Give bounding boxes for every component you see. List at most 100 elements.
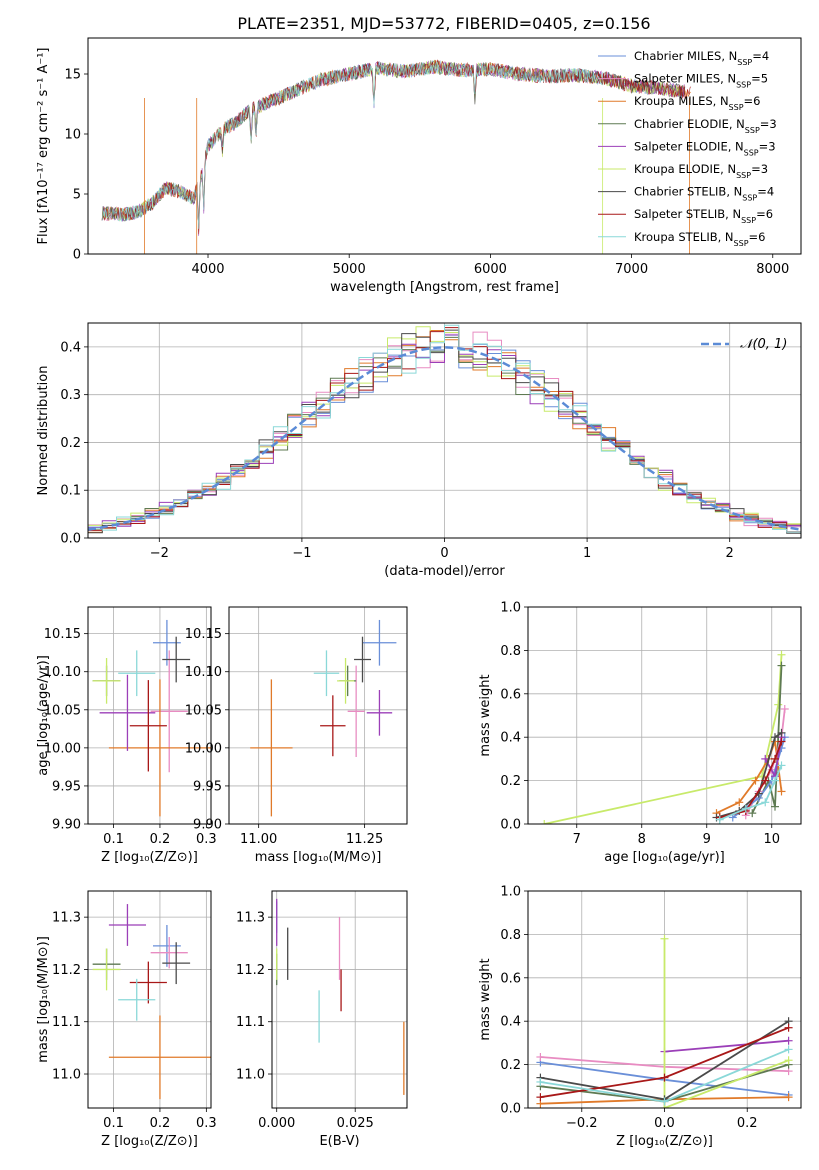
x-tick-label: 7000 bbox=[615, 262, 648, 277]
legend-label: Salpeter STELIB, NSSP=6 bbox=[634, 207, 773, 225]
y-tick-label: 11.1 bbox=[52, 1015, 81, 1030]
x-tick-label: −0.2 bbox=[566, 1116, 598, 1131]
y-axis-label: Flux [fλ10⁻¹⁷ erg cm⁻² s⁻¹ A⁻¹] bbox=[36, 48, 51, 245]
axes-frame bbox=[87, 322, 802, 539]
y-tick-label: 0.8 bbox=[500, 644, 521, 659]
spectrum-line bbox=[101, 60, 604, 229]
y-tick-label: 9.90 bbox=[52, 818, 81, 833]
y-tick-label: 10.10 bbox=[185, 665, 222, 680]
x-axis-label: mass [log₁₀(M/M⊙)] bbox=[255, 850, 382, 865]
y-tick-label: 0.2 bbox=[500, 1058, 521, 1073]
y-axis-label: mass [log₁₀(M/M⊙)] bbox=[36, 936, 51, 1063]
y-tick-label: 10.10 bbox=[44, 665, 81, 680]
y-tick-label: 9.95 bbox=[52, 779, 81, 794]
y-tick-label: 0.2 bbox=[500, 774, 521, 789]
x-axis-label: Z [log₁₀(Z/Z⊙)] bbox=[101, 850, 198, 865]
weight-line bbox=[716, 741, 783, 814]
plot-area bbox=[88, 607, 211, 824]
x-tick-label: 9 bbox=[703, 832, 711, 847]
x-tick-label: −1 bbox=[292, 546, 311, 561]
panel-spectrum: 4000 5000 6000 7000 8000 0 5 10 15 wavelength [An… bbox=[36, 37, 802, 295]
panel-mass-vs-EBV: 0.000 0.025 11.0 11.1 11.2 11.3 E(B-V) bbox=[236, 890, 408, 1149]
x-tick-label: 0.2 bbox=[150, 1116, 171, 1131]
panel-age-vs-mass: 11.00 11.25 9.90 9.95 10.00 10.05 10.10 10.15 ma… bbox=[185, 606, 408, 865]
y-tick-label: 0.4 bbox=[500, 1015, 521, 1030]
legend-label: Chabrier STELIB, NSSP=4 bbox=[634, 185, 774, 203]
x-tick-label: 0.1 bbox=[103, 1116, 124, 1131]
axes-frame bbox=[527, 890, 802, 1109]
y-tick-label: 0.6 bbox=[500, 687, 521, 702]
x-axis-label: wavelength [Angstrom, rest frame] bbox=[330, 280, 559, 295]
x-tick-label: 5000 bbox=[333, 262, 366, 277]
y-tick-label: 11.3 bbox=[236, 911, 265, 926]
weight-line bbox=[544, 654, 783, 824]
y-tick-label: 0.0 bbox=[60, 532, 81, 547]
legend-label: Kroupa ELODIE, NSSP=3 bbox=[634, 162, 768, 180]
x-tick-label: 10 bbox=[763, 832, 780, 847]
x-tick-label: 6000 bbox=[474, 262, 507, 277]
y-axis-label: Normed distribution bbox=[36, 366, 51, 496]
plot-area bbox=[229, 607, 407, 824]
plot-area bbox=[528, 891, 801, 1108]
x-tick-label: 4000 bbox=[191, 262, 224, 277]
x-tick-label: 0 bbox=[440, 546, 448, 561]
panel-mass-weight-vs-age: 7 8 9 10 0.0 0.2 0.4 0.6 0.8 1.0 age [log₁₀(age/yr… bbox=[478, 601, 802, 865]
y-tick-label: 10.15 bbox=[44, 627, 81, 642]
y-tick-label: 10.05 bbox=[185, 703, 222, 718]
axes-frame bbox=[271, 890, 408, 1109]
y-axis-label: age [log₁₀(age/yr)] bbox=[36, 655, 51, 776]
x-axis-label: age [log₁₀(age/yr)] bbox=[604, 850, 725, 865]
spectrum-line bbox=[101, 60, 686, 229]
x-tick-label: 8000 bbox=[756, 262, 789, 277]
spectrum-line bbox=[101, 60, 685, 236]
y-tick-label: 10.00 bbox=[185, 741, 222, 756]
x-axis-label: (data-model)/error bbox=[384, 564, 505, 579]
y-tick-label: 11.3 bbox=[52, 911, 81, 926]
panel-age-vs-Z: 0.1 0.2 0.3 9.90 9.95 10.00 10.05 10.10 10.15 Z [… bbox=[36, 606, 217, 865]
x-tick-label: 0.3 bbox=[196, 832, 217, 847]
spectrum-line bbox=[101, 60, 686, 227]
x-axis-label: Z [log₁₀(Z/Z⊙)] bbox=[616, 1134, 713, 1149]
y-tick-label: 0.2 bbox=[60, 436, 81, 451]
x-tick-label: 0.2 bbox=[150, 832, 171, 847]
panel-mass-vs-Z: 0.1 0.2 0.3 11.0 11.1 11.2 11.3 Z [log₁₀(Z/Z⊙)]… bbox=[36, 890, 217, 1149]
panel-mass-weight-vs-Z: −0.2 0.0 0.2 0.0 0.2 0.4 0.6 0.8 1.0 Z [log₁₀(Z/Z… bbox=[478, 885, 802, 1149]
y-tick-label: 0.0 bbox=[500, 818, 521, 833]
x-tick-label: −2 bbox=[150, 546, 169, 561]
plot-area bbox=[272, 891, 407, 1108]
axes-frame bbox=[87, 890, 212, 1109]
legend-label: Salpeter ELODIE, NSSP=3 bbox=[634, 139, 776, 157]
axes-frame bbox=[527, 606, 802, 825]
x-tick-label: 1 bbox=[583, 546, 591, 561]
x-tick-label: 0.2 bbox=[737, 1116, 758, 1131]
legend: Chabrier MILES, NSSP=4 Salpeter MILES, NS… bbox=[598, 49, 777, 247]
spectrum-line bbox=[101, 60, 686, 226]
plot-area bbox=[101, 59, 692, 254]
y-tick-label: 9.95 bbox=[193, 779, 222, 794]
plot-area bbox=[88, 323, 801, 538]
y-tick-label: 9.90 bbox=[193, 818, 222, 833]
y-tick-label: 0.4 bbox=[500, 731, 521, 746]
y-tick-label: 15 bbox=[64, 68, 81, 83]
axes-frame bbox=[228, 606, 408, 825]
legend-label: Salpeter MILES, NSSP=5 bbox=[634, 72, 768, 90]
y-axis-label: mass weight bbox=[478, 958, 493, 1040]
x-tick-label: 11.25 bbox=[346, 832, 383, 847]
normal-curve bbox=[88, 346, 801, 531]
y-tick-label: 0.3 bbox=[60, 388, 81, 403]
y-tick-label: 0.1 bbox=[60, 484, 81, 499]
legend-label: Kroupa STELIB, NSSP=6 bbox=[634, 230, 765, 248]
plot-area bbox=[528, 607, 801, 824]
figure-title: PLATE=2351, MJD=53772, FIBERID=0405, z=0… bbox=[237, 14, 650, 33]
y-tick-label: 11.1 bbox=[236, 1015, 265, 1030]
legend-label: Chabrier ELODIE, NSSP=3 bbox=[634, 117, 777, 135]
x-tick-label: 7 bbox=[573, 832, 581, 847]
y-tick-label: 10.00 bbox=[44, 741, 81, 756]
y-tick-label: 11.0 bbox=[52, 1068, 81, 1083]
y-tick-label: 10.15 bbox=[185, 627, 222, 642]
legend-label: 𝒩(0, 1) bbox=[740, 337, 787, 352]
histogram-step bbox=[88, 324, 801, 533]
y-tick-label: 0.6 bbox=[500, 971, 521, 986]
legend-label: Kroupa MILES, NSSP=6 bbox=[634, 94, 760, 112]
